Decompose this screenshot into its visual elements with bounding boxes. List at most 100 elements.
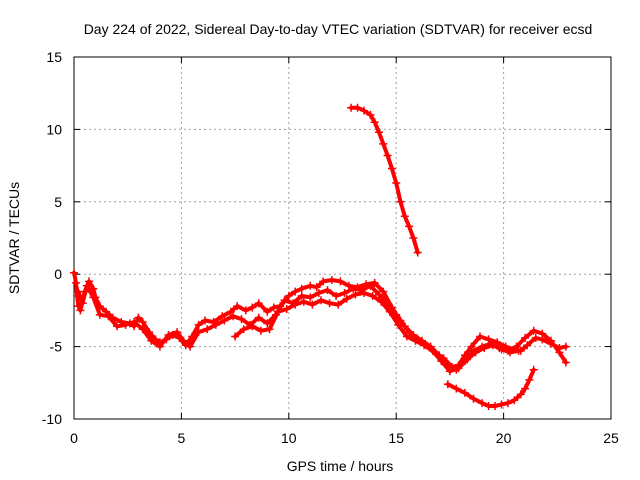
data-series <box>70 103 570 410</box>
data-point <box>325 299 334 308</box>
data-point <box>186 342 194 351</box>
data-point <box>138 318 147 326</box>
data-point <box>375 290 383 299</box>
data-point <box>529 326 538 335</box>
data-point <box>480 344 489 352</box>
data-point <box>402 332 411 341</box>
data-point <box>523 341 532 350</box>
data-point <box>104 312 113 321</box>
data-point <box>360 289 368 297</box>
data-point <box>74 302 83 311</box>
y-tick-label: 10 <box>46 121 62 137</box>
data-point <box>445 367 454 376</box>
x-tick-label: 0 <box>70 430 78 446</box>
data-point <box>314 289 323 297</box>
data-point <box>113 322 121 331</box>
x-tick-label: 10 <box>281 430 297 446</box>
y-tick-label: -10 <box>42 411 62 427</box>
data-point <box>72 278 81 287</box>
data-point <box>95 310 104 319</box>
data-point <box>437 357 446 366</box>
data-point <box>306 293 315 302</box>
data-point <box>409 234 418 242</box>
data-point <box>555 348 564 357</box>
data-point <box>400 322 409 331</box>
data-point <box>201 316 209 325</box>
data-point <box>76 306 85 315</box>
plot-frame <box>73 56 612 420</box>
data-point <box>396 197 405 206</box>
y-tick-label: 0 <box>54 266 62 282</box>
data-point <box>89 293 98 302</box>
data-point <box>134 313 143 322</box>
data-point <box>280 296 289 305</box>
x-tick-label: 20 <box>496 430 512 446</box>
data-point <box>463 355 472 364</box>
data-point <box>248 322 257 331</box>
data-point <box>413 248 422 257</box>
data-point <box>254 299 263 308</box>
data-point <box>263 307 272 316</box>
data-point <box>342 294 351 303</box>
data-point <box>82 281 91 290</box>
chart-title: Day 224 of 2022, Sidereal Day-to-day VTE… <box>84 21 593 37</box>
data-point <box>340 289 349 297</box>
data-point <box>319 277 328 286</box>
x-tick-label: 25 <box>603 430 619 446</box>
data-point <box>538 329 547 338</box>
data-point <box>297 291 306 300</box>
data-point <box>368 291 377 300</box>
series-band <box>233 291 521 374</box>
data-point <box>469 394 478 403</box>
data-point <box>521 333 530 342</box>
data-point <box>284 291 293 300</box>
data-point <box>394 320 403 329</box>
data-point <box>379 287 388 296</box>
data-point <box>484 335 493 344</box>
data-point <box>233 302 242 311</box>
data-point <box>327 276 336 284</box>
data-point <box>514 346 523 355</box>
data-point <box>497 400 506 409</box>
data-point <box>506 348 514 357</box>
x-axis-ticks: 0 5 10 15 20 25 <box>70 57 619 446</box>
data-point <box>370 118 379 127</box>
y-tick-label: 5 <box>54 194 62 210</box>
data-point <box>164 331 173 339</box>
data-point <box>194 320 203 329</box>
data-point <box>349 284 358 293</box>
data-point <box>218 312 227 321</box>
data-point <box>239 325 248 334</box>
data-point <box>291 300 300 309</box>
series-track-b <box>74 281 570 374</box>
data-point <box>265 325 274 334</box>
data-point <box>138 325 147 334</box>
data-point <box>274 307 283 316</box>
data-point <box>336 277 345 286</box>
data-point <box>428 346 437 355</box>
data-point <box>317 296 325 305</box>
data-point <box>263 319 272 328</box>
data-point <box>194 328 203 337</box>
data-point <box>497 345 506 354</box>
data-point <box>452 384 461 393</box>
data-point <box>377 297 386 306</box>
data-point <box>256 326 265 335</box>
data-point <box>400 212 409 221</box>
y-axis-label: SDTVAR / TECUs <box>6 182 22 294</box>
data-point <box>78 299 87 308</box>
data-point <box>308 300 317 309</box>
data-point <box>370 278 379 287</box>
data-point <box>332 291 341 300</box>
data-point <box>70 268 78 277</box>
data-point <box>420 341 429 350</box>
data-point <box>454 364 463 373</box>
data-point <box>312 283 321 292</box>
data-point <box>471 348 480 357</box>
data-point <box>392 179 401 187</box>
data-point <box>385 307 394 316</box>
data-point <box>488 341 497 350</box>
data-point <box>121 320 130 329</box>
data-point <box>561 358 570 367</box>
series-band <box>76 283 568 372</box>
